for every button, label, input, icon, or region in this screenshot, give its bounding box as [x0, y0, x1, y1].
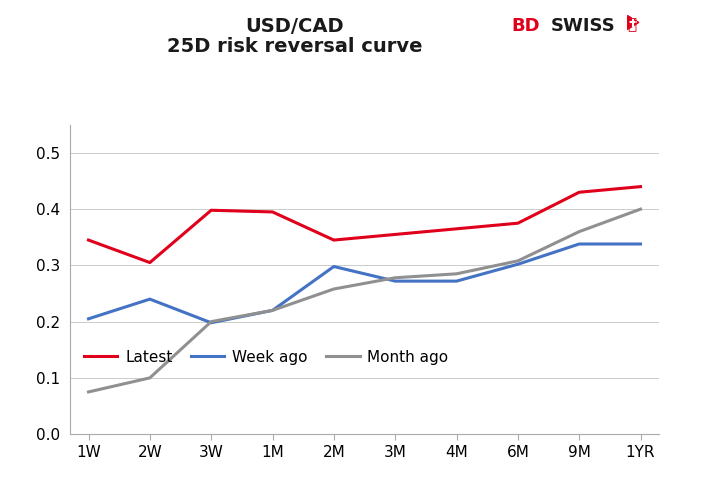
Text: ⮕: ⮕ — [627, 17, 637, 32]
Text: SWISS: SWISS — [550, 17, 615, 35]
Text: BD: BD — [512, 17, 540, 35]
Legend: Latest, Week ago, Month ago: Latest, Week ago, Month ago — [78, 344, 454, 371]
Text: 25D risk reversal curve: 25D risk reversal curve — [167, 37, 422, 56]
Polygon shape — [627, 15, 639, 29]
Text: USD/CAD: USD/CAD — [245, 17, 343, 36]
